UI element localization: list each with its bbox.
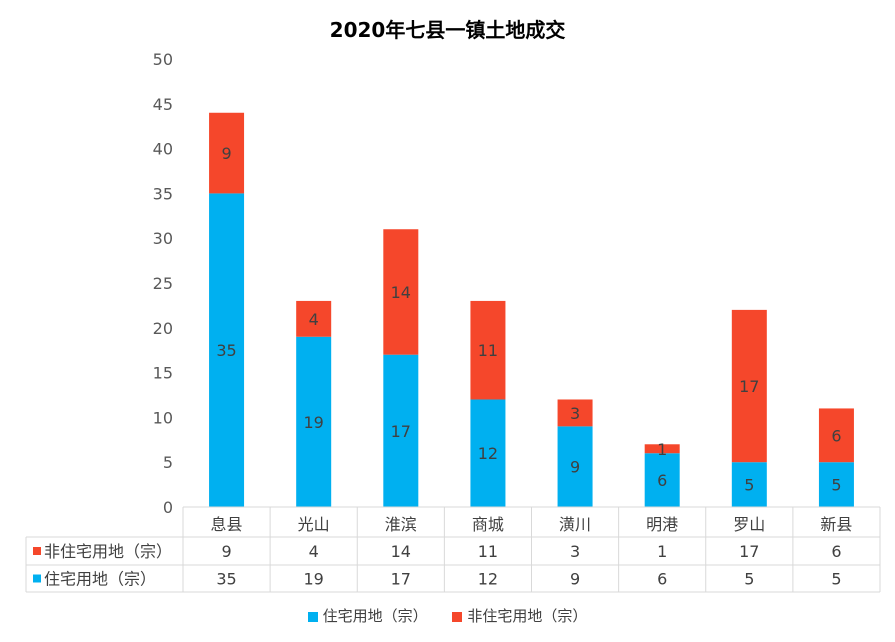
category-label: 新县 <box>820 515 852 534</box>
bar-residential <box>818 462 854 507</box>
data-label: 35 <box>216 341 236 360</box>
category-label: 明港 <box>646 515 678 534</box>
table-cell: 9 <box>570 570 580 589</box>
legend-swatch-nonresidential <box>452 611 463 622</box>
table-legend-key <box>33 547 41 555</box>
y-tick-label: 15 <box>153 364 173 383</box>
y-tick-label: 10 <box>153 408 173 427</box>
y-tick-label: 35 <box>153 184 173 203</box>
table-cell: 17 <box>739 542 759 561</box>
category-label: 罗山 <box>733 515 765 534</box>
table-series-name: 非住宅用地（宗） <box>44 542 172 561</box>
bar-nonresidential <box>470 300 506 400</box>
y-tick-label: 25 <box>153 274 173 293</box>
category-label: 淮滨 <box>385 515 417 534</box>
table-cell: 5 <box>831 570 841 589</box>
y-tick-label: 40 <box>153 140 173 159</box>
chart-title: 2020年七县一镇土地成交 <box>329 18 566 42</box>
data-label: 5 <box>744 476 754 495</box>
bar-residential <box>557 426 593 507</box>
y-tick-label: 0 <box>163 498 173 517</box>
bar-nonresidential <box>644 444 680 454</box>
data-label: 12 <box>478 444 498 463</box>
y-tick-label: 20 <box>153 319 173 338</box>
bar-nonresidential <box>818 408 854 463</box>
y-tick-label: 30 <box>153 229 173 248</box>
category-label: 息县 <box>211 515 243 534</box>
data-label: 11 <box>478 341 498 360</box>
table-cell: 5 <box>744 570 754 589</box>
table-cell: 4 <box>309 542 319 561</box>
table-cell: 3 <box>570 542 580 561</box>
data-label: 9 <box>570 458 580 477</box>
data-label: 17 <box>739 377 759 396</box>
legend-swatch-residential <box>307 611 318 622</box>
category-label: 潢川 <box>559 515 591 534</box>
table-cell: 6 <box>831 542 841 561</box>
bar-residential <box>644 453 680 507</box>
bar-residential <box>296 336 332 507</box>
bar-nonresidential <box>557 399 593 427</box>
bar-residential <box>470 399 506 507</box>
bar-nonresidential <box>383 229 419 355</box>
data-label: 4 <box>309 310 319 329</box>
bar-residential <box>731 462 767 507</box>
data-label: 9 <box>221 144 231 163</box>
data-labels: 35 9 19 4 17 14 12 11 9 3 6 1 5 17 5 6 <box>216 144 841 495</box>
table-cell: 9 <box>221 542 231 561</box>
table-cell: 1 <box>657 542 667 561</box>
table-cell: 11 <box>478 542 498 561</box>
y-tick-label: 45 <box>153 95 173 114</box>
y-tick-label: 50 <box>153 50 173 69</box>
data-label: 5 <box>831 476 841 495</box>
table-cell: 6 <box>657 570 667 589</box>
data-label: 6 <box>831 426 841 445</box>
table-cell: 35 <box>216 570 236 589</box>
table-cell: 17 <box>391 570 411 589</box>
data-label: 19 <box>304 413 324 432</box>
bar-nonresidential <box>296 300 332 337</box>
bar-residential <box>383 354 419 507</box>
category-label: 商城 <box>472 515 504 534</box>
bar-nonresidential <box>731 309 767 463</box>
legend: 住宅用地（宗） 非住宅用地（宗） <box>0 605 895 626</box>
y-tick-label: 5 <box>163 453 173 472</box>
data-label: 17 <box>391 422 411 441</box>
data-label: 1 <box>657 440 667 459</box>
table-series-name: 住宅用地（宗） <box>44 570 156 589</box>
bar-residential <box>209 193 245 507</box>
table-legend-key <box>33 574 41 583</box>
bar-nonresidential <box>209 112 245 194</box>
category-label: 光山 <box>298 515 330 534</box>
legend-label-nonresidential: 非住宅用地（宗） <box>467 607 588 625</box>
legend-label-residential: 住宅用地（宗） <box>322 607 428 625</box>
legend-item-residential: 住宅用地（宗） <box>307 605 428 626</box>
table-cell: 19 <box>304 570 324 589</box>
table-cell: 14 <box>391 542 411 561</box>
data-label: 6 <box>657 471 667 490</box>
data-label: 3 <box>570 404 580 423</box>
y-axis: 0 5 10 15 20 25 30 35 40 45 50 <box>153 50 173 517</box>
table-cell: 12 <box>478 570 498 589</box>
data-label: 14 <box>391 283 411 302</box>
bar-area <box>209 112 854 507</box>
legend-item-nonresidential: 非住宅用地（宗） <box>452 605 587 626</box>
